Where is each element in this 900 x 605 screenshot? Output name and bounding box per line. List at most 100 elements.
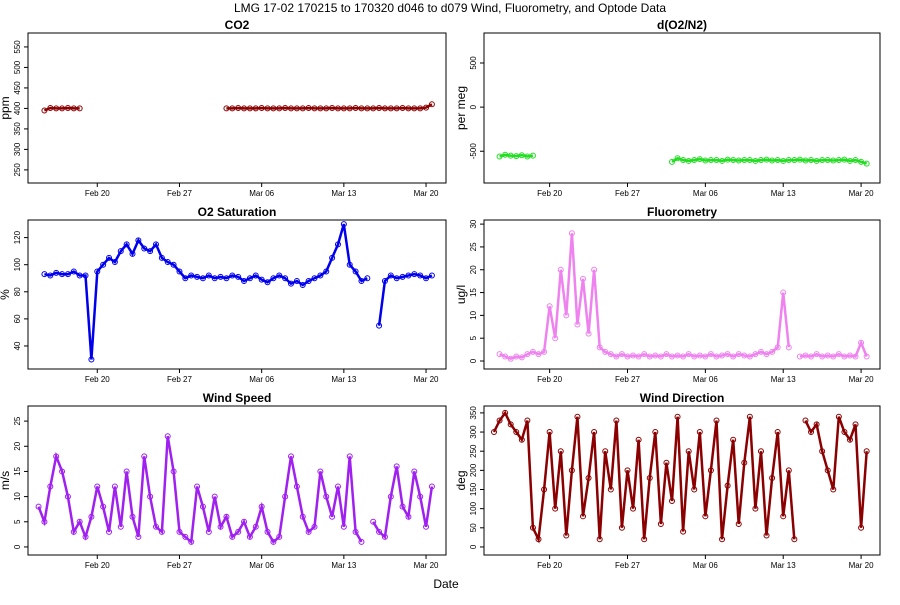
data-point — [746, 413, 753, 420]
data-point — [618, 351, 625, 358]
series-line — [499, 233, 868, 361]
data-point — [730, 157, 737, 164]
data-point — [329, 105, 336, 111]
data-point — [311, 105, 318, 112]
data-point — [557, 448, 564, 455]
data-point — [657, 520, 664, 527]
x-tick-label: Feb 20 — [85, 375, 110, 384]
data-point — [346, 453, 353, 460]
data-point — [496, 417, 503, 424]
data-point — [546, 429, 553, 436]
data-point — [602, 348, 609, 355]
data-point — [513, 353, 520, 360]
data-point — [796, 353, 803, 360]
y-tick-label: 450 — [13, 81, 22, 95]
data-point — [59, 468, 66, 475]
data-point — [323, 493, 330, 500]
data-point — [376, 322, 383, 329]
data-point — [246, 533, 253, 540]
data-point — [568, 230, 575, 237]
data-point — [47, 105, 54, 111]
data-point — [199, 503, 206, 510]
y-tick-label: 50 — [469, 523, 478, 532]
data-point — [763, 156, 770, 163]
data-point — [129, 250, 136, 257]
data-point — [317, 272, 324, 279]
data-point — [405, 105, 412, 112]
data-point — [813, 351, 820, 358]
data-point — [53, 269, 60, 276]
series-line — [492, 410, 868, 544]
data-point — [713, 417, 720, 424]
y-tick-label: 0 — [469, 104, 478, 109]
y-tick-label: 25 — [469, 242, 478, 251]
data-point — [417, 493, 424, 500]
data-point — [724, 156, 731, 163]
data-point — [674, 352, 681, 359]
data-point — [317, 105, 324, 112]
data-point — [106, 528, 113, 535]
y-tick-label: 100 — [469, 501, 478, 515]
data-point — [370, 105, 377, 112]
data-point — [663, 351, 670, 358]
data-point — [176, 528, 183, 535]
data-point — [241, 105, 248, 112]
data-point — [258, 503, 265, 510]
data-point — [399, 105, 406, 111]
y-tick-label: 150 — [469, 482, 478, 496]
data-point — [47, 483, 54, 490]
data-point — [229, 105, 236, 112]
data-point — [719, 536, 726, 543]
y-axis-label: m/s — [0, 471, 12, 490]
data-point — [802, 352, 809, 359]
data-point — [194, 273, 201, 280]
data-point — [305, 528, 312, 535]
data-point — [691, 486, 698, 493]
data-point — [59, 105, 66, 112]
x-tick-label: Mar 13 — [331, 189, 356, 198]
data-point — [529, 524, 536, 531]
data-point — [529, 348, 536, 355]
data-point — [702, 353, 709, 360]
data-point — [774, 157, 781, 164]
data-point — [624, 353, 631, 360]
y-axis-label: % — [0, 289, 12, 300]
data-point — [774, 344, 781, 351]
data-point — [293, 105, 300, 112]
data-point — [94, 483, 101, 490]
y-tick-label: 15 — [13, 466, 22, 475]
data-point — [276, 533, 283, 540]
data-point — [64, 493, 71, 500]
data-point — [264, 279, 271, 286]
data-point — [557, 266, 564, 273]
data-point — [691, 353, 698, 360]
series — [491, 409, 870, 544]
series — [496, 230, 870, 362]
x-tick-label: Mar 20 — [849, 189, 874, 198]
data-point — [680, 528, 687, 535]
data-point — [719, 352, 726, 359]
data-point — [707, 351, 714, 358]
data-point — [70, 268, 77, 275]
x-tick-label: Mar 13 — [771, 189, 796, 198]
series-line — [44, 223, 433, 360]
data-point — [423, 523, 430, 530]
data-point — [680, 157, 687, 164]
data-point — [147, 493, 154, 500]
data-point — [364, 275, 371, 282]
y-tick-label: 120 — [13, 230, 22, 244]
data-point — [668, 158, 675, 165]
data-point — [574, 413, 581, 420]
data-point — [358, 105, 365, 112]
data-point — [741, 157, 748, 164]
panel-title: Fluorometry — [647, 205, 717, 219]
data-point — [346, 105, 353, 112]
data-point — [696, 429, 703, 436]
data-point — [252, 105, 259, 112]
data-point — [774, 429, 781, 436]
y-tick-label: 0 — [469, 358, 478, 363]
data-point — [685, 448, 692, 455]
x-tick-label: Feb 27 — [615, 561, 640, 570]
data-point — [223, 513, 230, 520]
